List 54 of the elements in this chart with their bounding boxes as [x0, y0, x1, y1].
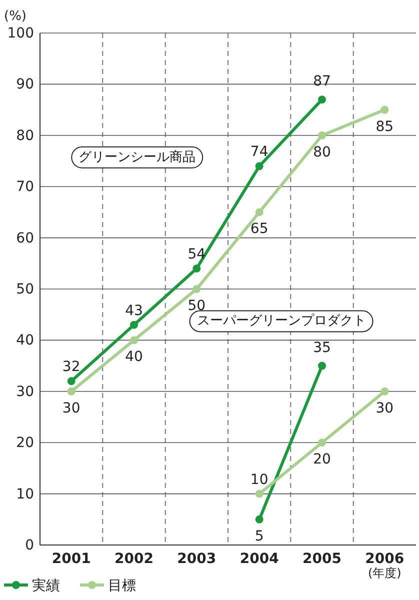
x-tick-label: 2001: [52, 550, 91, 567]
data-label: 32: [62, 359, 80, 376]
data-label: 30: [376, 400, 394, 416]
legend-label: 目標: [108, 578, 136, 594]
point: [318, 131, 326, 140]
y-tick-label: 40: [16, 332, 34, 349]
point: [192, 264, 201, 272]
data-label: 40: [125, 349, 143, 366]
y-tick-label: 0: [25, 537, 34, 554]
y-tick-label: 90: [16, 76, 34, 93]
point: [255, 208, 264, 216]
point: [130, 336, 138, 344]
point: [318, 362, 326, 370]
y-tick-label: 10: [16, 486, 34, 502]
data-label: 85: [376, 118, 394, 135]
legend-label: 実績: [32, 578, 60, 594]
annotation: スーパーグリーンプロダクト: [196, 314, 366, 329]
point: [67, 377, 76, 386]
data-label: 50: [188, 298, 206, 314]
data-label: 10: [250, 472, 268, 488]
x-axis-title: (年度): [368, 566, 402, 580]
point: [192, 285, 201, 293]
point: [380, 106, 389, 114]
data-label: 5: [254, 528, 264, 544]
y-tick-label: 70: [16, 179, 34, 196]
x-tick-label: 2004: [240, 550, 280, 567]
point: [318, 438, 326, 447]
y-tick-label: 30: [16, 384, 34, 400]
data-label: 74: [250, 144, 268, 160]
data-label: 30: [62, 400, 80, 416]
annotation: グリーンシール商品: [78, 150, 196, 165]
data-label: 20: [313, 452, 331, 468]
point: [318, 96, 326, 104]
data-label: 54: [188, 246, 206, 263]
x-tick-label: 2006: [365, 550, 404, 567]
x-tick-label: 2005: [302, 550, 342, 567]
data-label: 80: [313, 144, 331, 160]
y-tick-label: 20: [16, 435, 34, 452]
x-tick-label: 2003: [177, 550, 216, 567]
y-tick-label: 50: [16, 281, 34, 298]
point: [255, 490, 264, 498]
point: [380, 387, 389, 396]
data-label: 35: [313, 340, 331, 356]
y-tick-label: 60: [16, 230, 34, 246]
y-tick-label: 80: [16, 128, 34, 144]
y-tick-label: 100: [7, 25, 34, 42]
data-label: 43: [125, 302, 143, 319]
point: [255, 515, 264, 524]
point: [255, 162, 264, 170]
point: [67, 387, 76, 396]
data-label: 65: [250, 221, 268, 238]
x-tick-label: 2002: [114, 550, 154, 567]
point: [130, 320, 138, 329]
y-axis-title: (%): [4, 9, 26, 24]
